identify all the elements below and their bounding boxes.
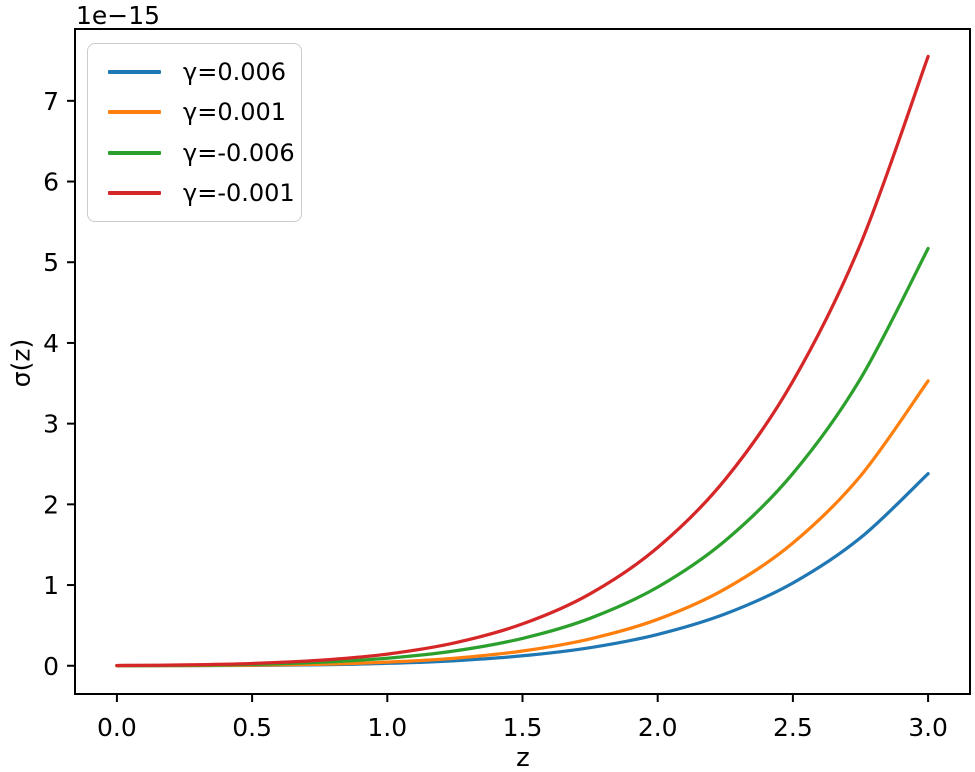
legend-line-sample [108, 190, 161, 195]
axes-frame [74, 28, 971, 695]
x-tick-label: 0.5 [232, 713, 272, 742]
legend-item-3: γ=-0.001 [100, 179, 295, 207]
y-tick-label: 6 [43, 168, 59, 197]
x-tick-label: 2.5 [773, 713, 813, 742]
legend-item-0: γ=0.006 [100, 58, 289, 86]
series-line-3 [115, 54, 930, 668]
y-tick-label: 1 [43, 571, 59, 600]
legend: γ=0.006 γ=0.001 γ=-0.006 γ=-0.001 [87, 43, 302, 222]
x-tick-label: 3.0 [908, 713, 948, 742]
legend-line-sample [108, 110, 161, 115]
x-tick-label: 0.0 [97, 713, 137, 742]
y-tick-label: 7 [43, 87, 59, 116]
y-tick-label: 0 [43, 652, 59, 681]
y-tick-label: 3 [43, 410, 59, 439]
y-axis-offset-text: 1e−15 [76, 1, 161, 30]
x-tick-label: 1.0 [367, 713, 407, 742]
legend-item-label: γ=-0.006 [183, 138, 295, 167]
y-axis-label: σ(z) [6, 338, 36, 388]
legend-line-sample [108, 150, 161, 155]
y-tick-label: 2 [43, 490, 59, 519]
legend-line-sample [108, 70, 161, 75]
legend-item-1: γ=0.001 [100, 98, 289, 126]
legend-item-label: γ=0.001 [183, 98, 287, 127]
legend-item-label: γ=-0.001 [183, 178, 295, 207]
y-tick-label: 4 [43, 329, 59, 358]
series-line-2 [115, 246, 930, 668]
legend-item-label: γ=0.006 [183, 58, 287, 87]
y-tick-label: 5 [43, 248, 59, 277]
x-tick-label: 1.5 [503, 713, 543, 742]
x-axis-label: z [516, 743, 530, 772]
x-tick-label: 2.0 [638, 713, 678, 742]
legend-item-2: γ=-0.006 [100, 139, 295, 167]
